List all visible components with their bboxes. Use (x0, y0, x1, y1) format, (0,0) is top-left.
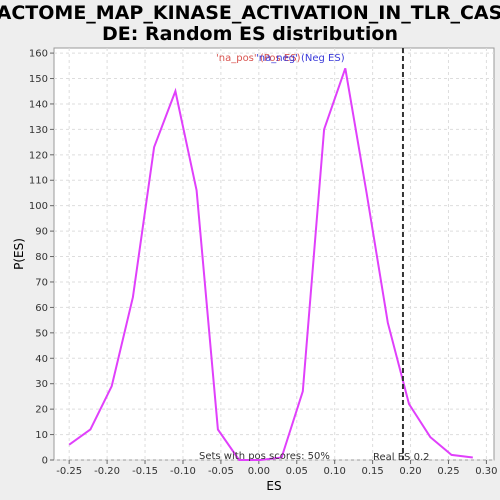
y-tick-label: 160 (29, 49, 48, 60)
chart-title-line2: DE: Random ES distribution (102, 23, 398, 45)
y-tick-label: 20 (35, 405, 48, 416)
y-tick-label: 90 (35, 227, 48, 238)
y-axis-label: P(ES) (12, 238, 26, 270)
x-tick-label: -0.10 (170, 466, 196, 477)
y-tick-label: 150 (29, 74, 48, 85)
x-tick-label: -0.05 (208, 466, 234, 477)
y-tick-label: 80 (35, 252, 48, 263)
legend-neg-es: 'na_neg' (Neg ES) (256, 53, 345, 64)
y-tick-label: 60 (35, 303, 48, 314)
y-tick-label: 140 (29, 99, 48, 110)
x-tick-label: 0.15 (361, 466, 383, 477)
x-tick-label: -0.25 (56, 466, 82, 477)
x-tick-label: 0.10 (324, 466, 346, 477)
real-es-label: Real ES 0.2 (373, 452, 429, 463)
y-tick-label: 130 (29, 125, 48, 136)
x-tick-label: -0.15 (132, 466, 158, 477)
x-tick-label: 0.05 (286, 466, 308, 477)
x-tick-label: -0.20 (94, 466, 120, 477)
y-axis-ticks: 0 10 20 30 40 50 60 70 80 90 100 110 120 130 140 150 160 (29, 49, 54, 467)
y-tick-label: 120 (29, 150, 48, 161)
y-tick-label: 10 (35, 430, 48, 441)
y-tick-label: 70 (35, 277, 48, 288)
y-tick-label: 50 (35, 328, 48, 339)
y-tick-label: 30 (35, 379, 48, 390)
x-tick-label: 0.30 (475, 466, 497, 477)
y-tick-label: 100 (29, 201, 48, 212)
x-tick-label: 0.25 (437, 466, 459, 477)
x-axis-label: ES (266, 479, 281, 493)
x-tick-label: 0.20 (399, 466, 421, 477)
y-tick-label: 0 (42, 456, 48, 467)
y-tick-label: 110 (29, 176, 48, 187)
pos-scores-annotation: Sets with pos scores: 50% (199, 451, 330, 462)
y-tick-label: 40 (35, 354, 48, 365)
x-tick-label: 0.00 (248, 466, 270, 477)
plot-area (54, 48, 494, 460)
x-axis-ticks: -0.25 -0.20 -0.15 -0.10 -0.05 0.00 0.05 0.10 0.1… (56, 460, 497, 477)
chart-title-line1: REACTOME_MAP_KINASE_ACTIVATION_IN_TLR_CA… (0, 2, 500, 24)
